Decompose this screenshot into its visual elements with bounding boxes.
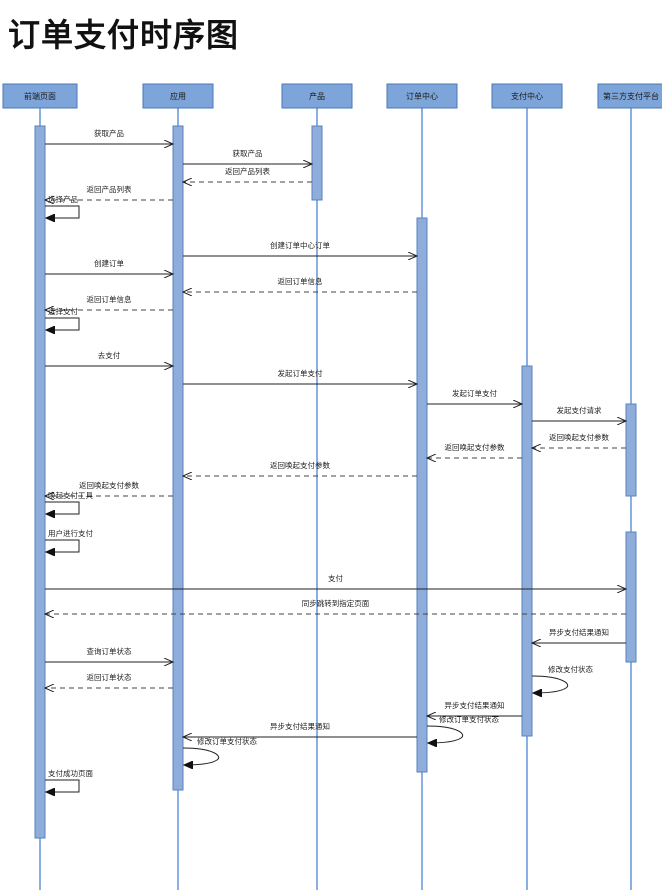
actor-box-thirdparty [597,83,662,109]
message-label: 发起订单支付 [278,368,323,378]
activation-bar-product [311,125,323,201]
message-13: 发起支付请求 [532,405,626,421]
message-label: 异步支付结果通知 [445,700,505,710]
activation-bar-order [416,217,428,773]
message-label: 同步跳转到指定页面 [302,598,370,608]
message-label: 唤起支付工具 [48,490,93,500]
activation-bar-thirdparty [625,403,637,497]
message-label: 返回唤起支付参数 [445,442,505,452]
message-label: 创建订单 [94,258,124,268]
message-28: 异步支付结果通知 [183,721,417,737]
message-9: 选择支付 [45,306,80,330]
self-loop-arrow [45,501,80,514]
self-loop-arrow [45,539,80,552]
activation-bar-payment [521,365,533,737]
actor-label-order: 订单中心 [406,91,438,101]
message-18: 唤起支付工具 [45,490,93,514]
message-14: 返回唤起支付参数 [532,432,626,448]
message-label: 返回唤起支付参数 [270,460,330,470]
message-label: 返回唤起支付参数 [79,480,139,490]
message-26: 异步支付结果通知 [427,700,522,716]
message-5: 创建订单中心订单 [183,240,417,256]
message-23: 查询订单状态 [45,646,173,662]
message-21: 同步跳转到指定页面 [45,598,626,614]
message-6: 创建订单 [45,258,173,274]
message-label: 修改订单支付状态 [439,714,499,724]
self-loop-arrow [532,675,568,693]
self-loop-arrow [45,317,80,330]
message-label: 查询订单状态 [87,646,132,656]
message-11: 发起订单支付 [183,368,417,384]
message-label: 异步支付结果通知 [549,627,609,637]
message-12: 发起订单支付 [427,388,522,404]
message-27: 修改订单支付状态 [427,714,499,743]
activation-bar-app [172,125,184,791]
self-loop-arrow [183,747,219,765]
message-4: 选择产品 [45,194,80,218]
actor-box-product [281,83,353,109]
message-label: 修改支付状态 [548,664,593,674]
message-15: 返回唤起支付参数 [427,442,522,458]
message-10: 去支付 [45,350,173,366]
actor-label-frontend: 前端页面 [24,91,56,101]
message-label: 用户进行支付 [48,528,93,538]
message-label: 修改订单支付状态 [197,736,257,746]
message-label: 发起支付请求 [557,405,602,415]
self-loop-arrow [45,205,80,218]
message-label: 返回订单信息 [87,294,132,304]
message-label: 返回产品列表 [87,184,132,194]
actor-label-product: 产品 [309,91,325,101]
self-loop-arrow [427,725,463,743]
message-label: 去支付 [98,350,121,360]
message-29: 修改订单支付状态 [183,736,257,765]
actor-box-order [386,83,458,109]
message-label: 发起订单支付 [452,388,497,398]
message-7: 返回订单信息 [183,276,417,292]
actor-box-payment [491,83,563,109]
message-0: 获取产品 [45,128,173,144]
message-label: 支付成功页面 [48,768,93,778]
message-3: 返回产品列表 [45,184,173,200]
message-label: 支付 [328,573,343,583]
message-label: 选择产品 [48,194,78,204]
activation-bar-thirdparty [625,531,637,663]
page-title: 订单支付时序图 [8,16,240,54]
message-label: 选择支付 [48,306,78,316]
actor-box-app [142,83,214,109]
activation-bar-frontend [34,125,46,839]
message-1: 获取产品 [183,148,312,164]
message-label: 返回唤起支付参数 [549,432,609,442]
message-label: 异步支付结果通知 [270,721,330,731]
message-17: 返回唤起支付参数 [45,480,173,496]
message-20: 支付 [45,573,626,589]
message-label: 返回订单信息 [278,276,323,286]
message-label: 创建订单中心订单 [270,240,330,250]
self-loop-arrow [45,779,80,792]
message-16: 返回唤起支付参数 [183,460,417,476]
message-label: 返回订单状态 [87,672,132,682]
message-2: 返回产品列表 [183,166,312,182]
message-25: 返回订单状态 [45,672,173,688]
message-label: 获取产品 [94,128,124,138]
message-24: 修改支付状态 [532,664,593,693]
message-22: 异步支付结果通知 [532,627,626,643]
message-30: 支付成功页面 [45,768,93,792]
message-8: 返回订单信息 [45,294,173,310]
actor-label-thirdparty: 第三方支付平台 [603,91,659,101]
actor-label-payment: 支付中心 [511,91,543,101]
actor-label-app: 应用 [170,91,186,101]
message-19: 用户进行支付 [45,528,93,552]
message-label: 获取产品 [233,148,263,158]
message-label: 返回产品列表 [225,166,270,176]
actor-box-frontend [2,83,78,109]
